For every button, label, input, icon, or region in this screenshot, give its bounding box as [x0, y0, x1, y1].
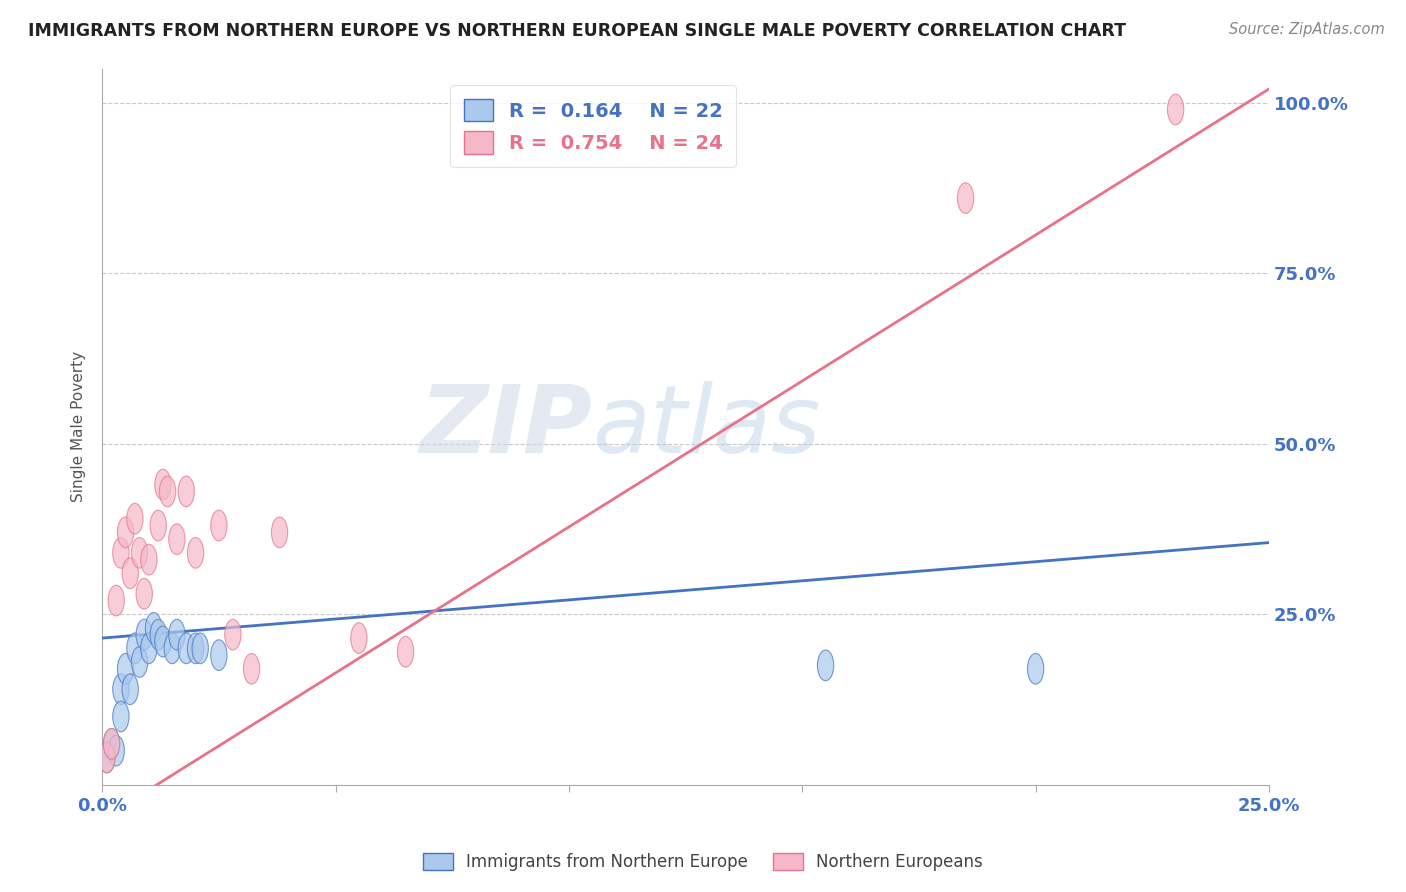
Ellipse shape [122, 674, 138, 705]
Ellipse shape [127, 503, 143, 534]
Ellipse shape [350, 623, 367, 654]
Legend: Immigrants from Northern Europe, Northern Europeans: Immigrants from Northern Europe, Norther… [415, 845, 991, 880]
Ellipse shape [271, 517, 288, 548]
Ellipse shape [179, 633, 194, 664]
Ellipse shape [150, 619, 166, 650]
Ellipse shape [98, 742, 115, 772]
Text: IMMIGRANTS FROM NORTHERN EUROPE VS NORTHERN EUROPEAN SINGLE MALE POVERTY CORRELA: IMMIGRANTS FROM NORTHERN EUROPE VS NORTH… [28, 22, 1126, 40]
Ellipse shape [104, 729, 120, 759]
Ellipse shape [159, 476, 176, 507]
Ellipse shape [141, 544, 157, 575]
Ellipse shape [187, 538, 204, 568]
Ellipse shape [155, 469, 172, 500]
Ellipse shape [243, 654, 260, 684]
Ellipse shape [817, 650, 834, 681]
Ellipse shape [112, 701, 129, 732]
Ellipse shape [211, 640, 226, 671]
Ellipse shape [141, 633, 157, 664]
Ellipse shape [193, 633, 208, 664]
Ellipse shape [169, 619, 186, 650]
Ellipse shape [108, 735, 124, 766]
Ellipse shape [150, 510, 166, 541]
Ellipse shape [131, 647, 148, 677]
Ellipse shape [165, 633, 180, 664]
Ellipse shape [131, 538, 148, 568]
Y-axis label: Single Male Poverty: Single Male Poverty [72, 351, 86, 502]
Ellipse shape [127, 633, 143, 664]
Ellipse shape [398, 636, 413, 667]
Ellipse shape [98, 742, 115, 772]
Text: atlas: atlas [592, 381, 821, 472]
Ellipse shape [211, 510, 226, 541]
Ellipse shape [117, 517, 134, 548]
Ellipse shape [169, 524, 186, 555]
Text: Source: ZipAtlas.com: Source: ZipAtlas.com [1229, 22, 1385, 37]
Ellipse shape [187, 633, 204, 664]
Ellipse shape [108, 585, 124, 616]
Ellipse shape [1028, 654, 1043, 684]
Ellipse shape [179, 476, 194, 507]
Ellipse shape [112, 538, 129, 568]
Legend: R =  0.164    N = 22, R =  0.754    N = 24: R = 0.164 N = 22, R = 0.754 N = 24 [450, 86, 737, 168]
Ellipse shape [117, 654, 134, 684]
Ellipse shape [225, 619, 240, 650]
Ellipse shape [104, 729, 120, 759]
Ellipse shape [1167, 94, 1184, 125]
Ellipse shape [112, 674, 129, 705]
Ellipse shape [155, 626, 172, 657]
Ellipse shape [145, 613, 162, 643]
Ellipse shape [122, 558, 138, 589]
Ellipse shape [136, 619, 152, 650]
Ellipse shape [136, 578, 152, 609]
Ellipse shape [957, 183, 974, 213]
Text: ZIP: ZIP [419, 381, 592, 473]
